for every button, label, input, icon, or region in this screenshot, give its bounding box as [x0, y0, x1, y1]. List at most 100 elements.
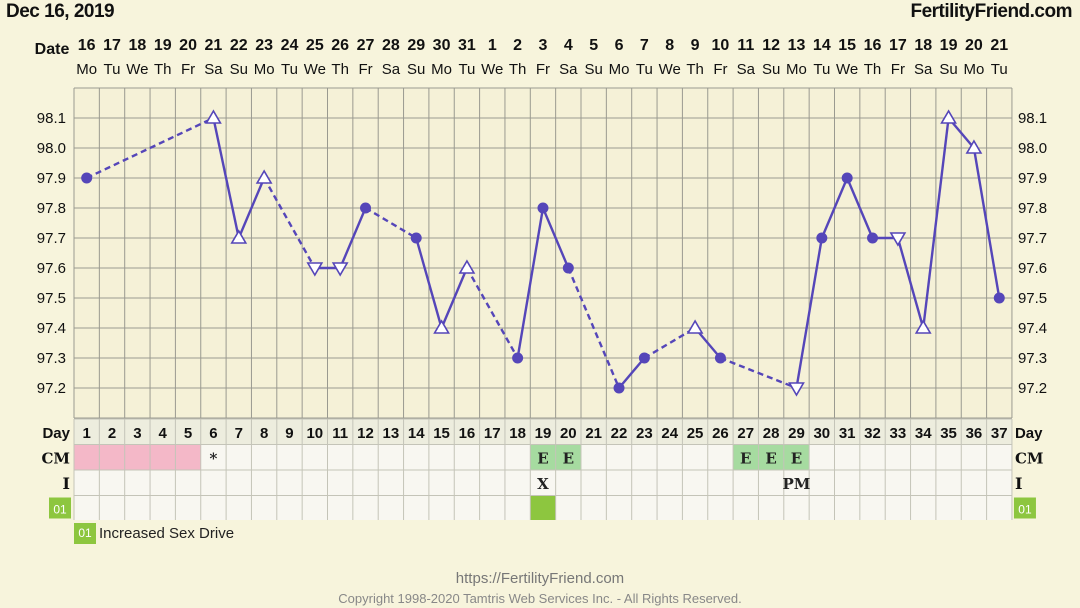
cycle-day-label: 10 [306, 425, 323, 442]
temperature-point [993, 292, 1005, 304]
table-cell-value: X [537, 475, 549, 493]
weekday-tick-label: Sa [382, 61, 401, 78]
weekday-tick-label: Fr [358, 61, 372, 78]
date-tick-label: 26 [331, 37, 349, 54]
period-cell [99, 444, 125, 470]
cycle-day-label: 21 [585, 425, 602, 442]
date-tick-label: 11 [737, 37, 754, 54]
weekday-tick-label: Th [509, 61, 527, 78]
cycle-day-label: 13 [383, 425, 400, 442]
date-tick-label: 6 [615, 37, 624, 54]
table-cell-value: E [740, 449, 751, 467]
legend-label: Increased Sex Drive [99, 524, 235, 542]
period-cell [175, 444, 201, 470]
temperature-segment [465, 267, 519, 359]
temperature-point [537, 202, 549, 214]
temperature-point [410, 232, 422, 244]
y-tick-label-right: 97.6 [1018, 260, 1047, 277]
temperature-point-open [965, 139, 983, 154]
date-tick-label: 27 [357, 37, 375, 54]
cycle-day-label: 1 [83, 425, 91, 442]
weekday-tick-label: Fr [891, 61, 905, 78]
row-label-right: Day [1015, 425, 1043, 442]
cycle-day-label: 20 [560, 425, 577, 442]
weekday-tick-label: Tu [458, 61, 475, 78]
temperature-point [816, 232, 828, 244]
date-tick-label: 21 [205, 37, 223, 54]
temperature-point-open [686, 319, 704, 334]
weekday-tick-label: We [659, 61, 681, 78]
brand-logo[interactable]: FertilityFriend.com [910, 1, 1072, 22]
temperature-segment [972, 147, 1001, 299]
period-cell [74, 444, 100, 470]
date-tick-label: 3 [539, 37, 548, 54]
weekday-tick-label: Tu [104, 61, 121, 78]
date-tick-label: 8 [665, 37, 674, 54]
weekday-tick-label: Mo [254, 61, 275, 78]
cycle-day-label: 18 [509, 425, 526, 442]
weekday-tick-label: Fr [713, 61, 727, 78]
cycle-day-label: 30 [813, 425, 830, 442]
chart-date: Dec 16, 2019 [6, 1, 115, 22]
cycle-day-label: 32 [864, 425, 881, 442]
bbt-chart: Date 16Mo17Tu18We19Th20Fr21Sa22Su23Mo24Tu… [35, 37, 1047, 520]
x-axis-label: Date [35, 41, 70, 58]
temperature-point [714, 352, 726, 364]
cycle-day-label: 34 [915, 425, 932, 442]
cycle-day-label: 36 [966, 425, 983, 442]
period-cell [124, 444, 151, 470]
cycle-day-label: 22 [611, 425, 628, 442]
legend: 01 Increased Sex Drive [74, 522, 234, 544]
temperature-point [512, 352, 524, 364]
temperature-point-open [940, 109, 957, 124]
legend-code-swatch: 01 [74, 522, 96, 544]
cycle-day-label: 35 [940, 425, 957, 442]
row-label-left: 01 [53, 502, 67, 516]
temperature-point-open [230, 229, 248, 244]
y-tick-label-left: 98.1 [37, 110, 66, 127]
temperature-point-open [255, 169, 273, 184]
date-tick-label: 24 [281, 37, 299, 54]
weekday-tick-label: Mo [964, 61, 985, 78]
temperature-segment [719, 356, 797, 390]
temperature-segment [896, 237, 925, 329]
period-cell [150, 444, 176, 470]
row-label-code-right-bg [1013, 497, 1036, 519]
y-tick-label-left: 97.5 [37, 290, 66, 307]
date-tick-label: 16 [864, 37, 882, 54]
date-tick-label: 20 [179, 37, 197, 54]
y-tick-label-left: 97.2 [37, 380, 66, 397]
temperature-segment [922, 117, 950, 329]
cycle-day-label: 28 [763, 425, 780, 442]
table-cell-value: E [765, 449, 776, 467]
date-tick-label: 14 [813, 37, 831, 54]
weekday-tick-label: Su [939, 61, 957, 78]
temperature-segment [415, 237, 443, 329]
temperature-segment [541, 207, 570, 269]
day-row-bg [74, 419, 1012, 445]
date-tick-label: 31 [458, 37, 476, 54]
temperature-point [638, 352, 650, 364]
date-tick-label: 20 [965, 37, 983, 54]
cycle-day-label: 16 [459, 425, 476, 442]
table-cell-value: E [537, 449, 548, 467]
date-tick-label: 17 [889, 37, 907, 54]
date-tick-label: 21 [990, 37, 1008, 54]
weekday-tick-label: Su [584, 61, 602, 78]
date-tick-label: 2 [513, 37, 522, 54]
footer-url[interactable]: https://FertilityFriend.com [455, 570, 625, 587]
weekday-tick-label: Mo [786, 61, 807, 78]
y-tick-label-right: 97.9 [1018, 170, 1047, 187]
temperature-segment [339, 207, 367, 269]
weekday-tick-label: We [481, 61, 503, 78]
date-tick-label: 25 [306, 37, 324, 54]
date-tick-label: 16 [78, 37, 96, 54]
y-tick-label-right: 97.3 [1018, 350, 1047, 367]
cm-cell-highlight [530, 444, 556, 470]
table-cell-value: E [563, 449, 574, 467]
weekday-tick-label: Sa [914, 61, 933, 78]
temperature-point [81, 172, 93, 184]
date-tick-label: 1 [488, 37, 497, 54]
temperature-segment [795, 237, 824, 389]
cycle-day-label: 23 [636, 425, 653, 442]
